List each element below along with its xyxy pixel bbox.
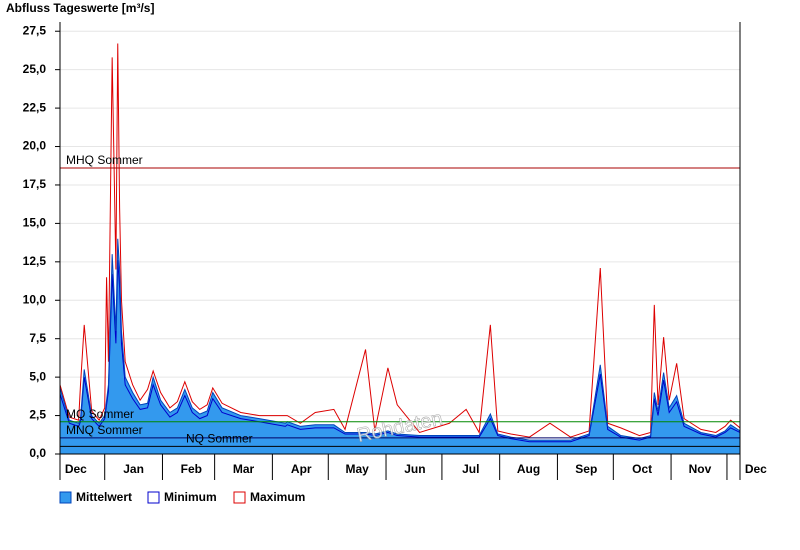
series-line — [59, 238, 741, 441]
x-tick-label: May — [345, 462, 369, 476]
y-tick-label: 22,5 — [23, 100, 47, 114]
y-tick-label: 25,0 — [23, 62, 47, 76]
reference-label: MQ Sommer — [66, 407, 134, 421]
x-tick-label: Mar — [233, 462, 255, 476]
x-tick-label: Aug — [517, 462, 540, 476]
legend-swatch — [59, 491, 72, 504]
x-tick-label: Dec — [745, 462, 767, 476]
x-tick-label: Dec — [65, 462, 87, 476]
x-tick-label: Oct — [632, 462, 652, 476]
legend-label: Minimum — [164, 490, 217, 504]
legend-label: Mittelwert — [76, 490, 132, 504]
reference-label: NQ Sommer — [186, 431, 253, 445]
reference-label: MNQ Sommer — [66, 423, 143, 437]
x-tick-label: Feb — [181, 462, 202, 476]
y-tick-label: 15,0 — [23, 216, 47, 230]
x-tick-label: Jul — [462, 462, 479, 476]
y-tick-label: 5,0 — [29, 369, 46, 383]
y-tick-label: 7,5 — [29, 331, 46, 345]
y-tick-label: 10,0 — [23, 292, 47, 306]
series-line — [59, 43, 741, 438]
legend-swatch — [147, 491, 160, 504]
reference-label: MHQ Sommer — [66, 153, 143, 167]
x-tick-label: Nov — [689, 462, 712, 476]
y-tick-label: 2,5 — [29, 408, 46, 422]
y-tick-label: 20,0 — [23, 139, 47, 153]
x-tick-label: Sep — [575, 462, 597, 476]
chart-title: Abfluss Tageswerte [m³/s] — [6, 1, 154, 15]
legend-swatch — [233, 491, 246, 504]
x-tick-label: Jan — [123, 462, 144, 476]
y-tick-label: 0,0 — [29, 446, 46, 460]
y-tick-label: 12,5 — [23, 254, 47, 268]
y-tick-label: 27,5 — [23, 23, 47, 37]
x-tick-label: Apr — [291, 462, 312, 476]
legend-label: Maximum — [250, 490, 305, 504]
x-tick-label: Jun — [404, 462, 425, 476]
mean-area — [60, 238, 740, 454]
y-tick-label: 17,5 — [23, 177, 47, 191]
